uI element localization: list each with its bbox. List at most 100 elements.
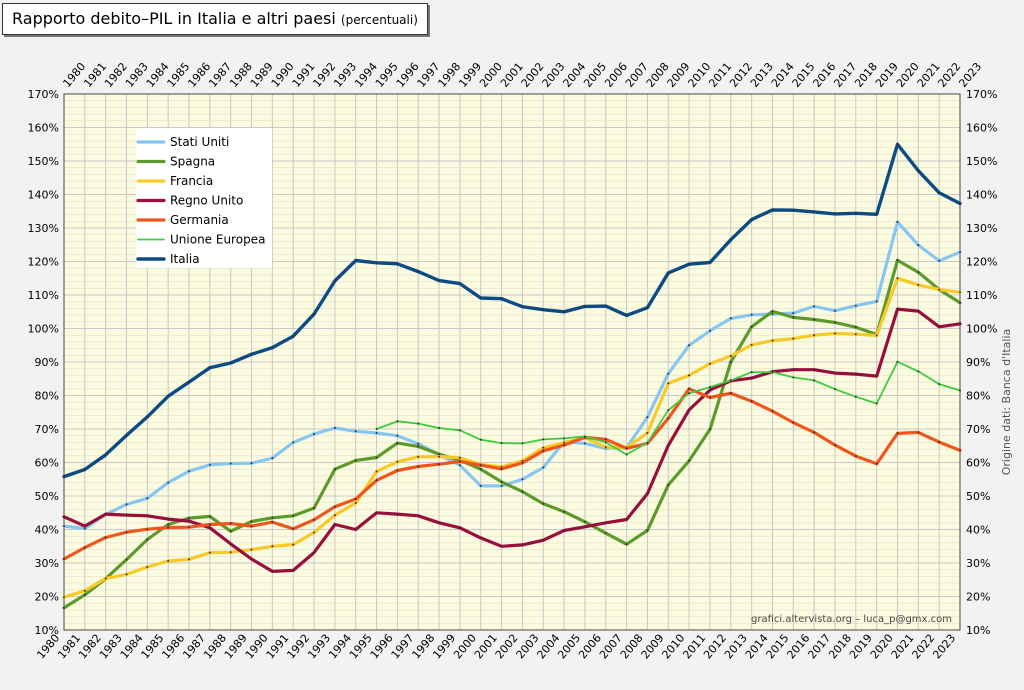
x-tick-label: 2003 — [540, 60, 568, 90]
data-point — [83, 546, 86, 549]
data-point — [83, 593, 86, 596]
data-point — [271, 516, 274, 519]
x-tick-label: 2010 — [685, 60, 713, 90]
y-tick-label: 150% — [28, 155, 59, 168]
y-tick-label: 20% — [966, 591, 990, 604]
data-point — [271, 570, 274, 573]
data-point — [417, 445, 420, 448]
data-point — [583, 520, 586, 523]
data-point — [146, 528, 149, 531]
series-lines — [62, 142, 962, 610]
x-axis-bottom: 1980198119821983198419851986198719881989… — [34, 632, 958, 662]
x-tick-label: 1984 — [144, 60, 172, 90]
x-tick-label: 1996 — [368, 632, 396, 662]
x-tick-label: 1990 — [269, 60, 297, 90]
x-tick-label: 2004 — [560, 60, 588, 90]
data-point — [688, 344, 691, 347]
data-point — [854, 326, 857, 329]
data-point — [146, 497, 149, 500]
y-tick-label: 160% — [28, 122, 59, 135]
data-point — [813, 210, 816, 213]
x-tick-label: 2015 — [790, 60, 818, 90]
data-point — [417, 270, 420, 273]
legend-label: Regno Unito — [170, 194, 243, 208]
x-tick-label: 2009 — [639, 632, 667, 662]
data-point — [604, 521, 607, 524]
data-point — [896, 432, 899, 435]
credit-text: grafici.altervista.org – luca_p@gmx.com — [751, 614, 952, 625]
data-point — [271, 457, 274, 460]
data-point — [500, 297, 503, 300]
y-tick-label: 130% — [966, 222, 997, 235]
data-point — [417, 455, 420, 458]
data-point — [750, 343, 753, 346]
data-point — [292, 543, 295, 546]
data-point — [83, 468, 86, 471]
data-point — [542, 539, 545, 542]
y-tick-label: 50% — [966, 490, 990, 503]
x-tick-label: 2020 — [894, 60, 922, 90]
x-tick-label: 2015 — [764, 632, 792, 662]
chart-title: Rapporto debito–PIL in Italia e altri pa… — [12, 9, 336, 28]
data-point — [479, 536, 482, 539]
data-point — [896, 308, 899, 311]
data-point — [813, 379, 816, 382]
y-tick-label: 100% — [966, 323, 997, 336]
data-point — [625, 453, 628, 456]
data-point — [709, 362, 711, 365]
x-tick-label: 2014 — [769, 60, 797, 90]
x-tick-label: 2013 — [748, 60, 776, 90]
y-tick-label: 140% — [28, 189, 59, 202]
legend: Stati Uniti Spagna Francia Regno Unito Germa… — [136, 128, 272, 268]
data-point — [604, 438, 607, 441]
data-point — [250, 548, 253, 551]
data-point — [396, 513, 399, 516]
data-point — [542, 308, 545, 311]
x-tick-label: 1987 — [180, 632, 208, 662]
x-tick-label: 2000 — [477, 60, 505, 90]
data-point — [750, 218, 753, 221]
data-point — [688, 387, 691, 390]
data-point — [83, 525, 86, 528]
data-point — [188, 381, 190, 384]
data-point — [500, 484, 503, 487]
y-tick-label: 120% — [966, 256, 997, 269]
x-tick-label: 1981 — [55, 632, 83, 662]
data-point — [750, 371, 753, 374]
data-point — [438, 463, 441, 466]
x-tick-label: 1993 — [331, 60, 359, 90]
data-point — [834, 332, 836, 335]
data-point — [542, 449, 545, 452]
data-point — [146, 538, 149, 541]
data-point — [709, 261, 711, 264]
data-point — [834, 321, 836, 324]
data-point — [792, 316, 795, 319]
data-point — [500, 442, 503, 445]
data-point — [229, 462, 232, 465]
data-point — [938, 191, 941, 194]
data-point — [438, 455, 441, 458]
data-point — [854, 333, 857, 336]
x-tick-label: 1989 — [248, 60, 276, 90]
x-tick-label: 1986 — [159, 632, 187, 662]
data-point — [667, 483, 670, 486]
data-point — [208, 551, 211, 554]
data-point — [792, 368, 795, 371]
data-point — [396, 442, 399, 445]
data-point — [625, 518, 628, 521]
x-tick-label: 2007 — [623, 60, 651, 90]
y-tick-label: 10% — [35, 624, 59, 637]
data-point — [104, 536, 107, 539]
data-point — [146, 514, 149, 517]
data-point — [688, 374, 691, 377]
data-point — [125, 558, 128, 561]
series-line — [62, 387, 962, 561]
x-tick-label: 2006 — [576, 632, 604, 662]
data-point — [333, 427, 336, 429]
data-point — [375, 470, 378, 473]
x-tick-label: 1994 — [352, 60, 380, 90]
data-point — [917, 169, 920, 172]
x-tick-label: 1998 — [409, 632, 437, 662]
data-point — [354, 528, 357, 531]
data-point — [167, 523, 170, 526]
